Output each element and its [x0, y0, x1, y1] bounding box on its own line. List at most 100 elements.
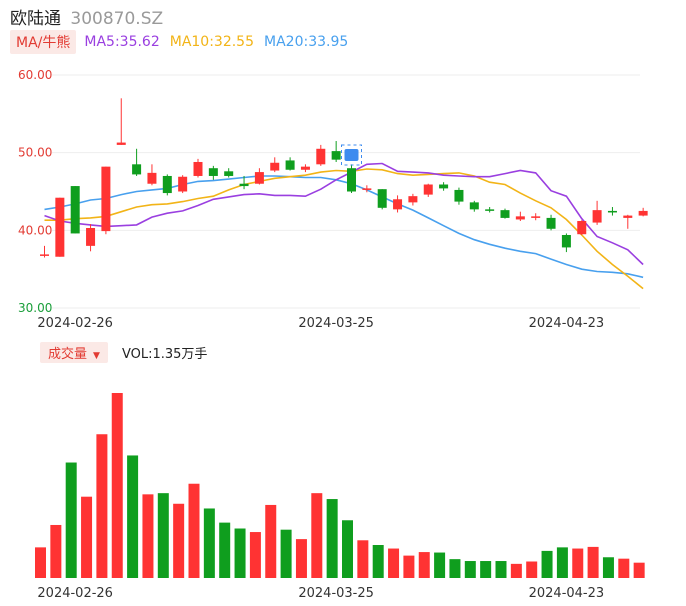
event-marker-frame: [341, 144, 362, 166]
candle-body: [546, 217, 556, 229]
volume-bar: [311, 493, 323, 578]
volume-bar: [602, 557, 614, 578]
candle-body: [178, 176, 188, 192]
candle-body: [623, 215, 633, 218]
x-tick-label: 2024-03-25: [298, 316, 374, 331]
ma10-line: [44, 168, 644, 290]
volume-bar: [249, 532, 261, 578]
volume-bar: [526, 561, 538, 578]
candle-body: [454, 189, 464, 202]
candle-body: [362, 188, 372, 190]
candle-body: [254, 172, 264, 184]
volume-bar: [556, 547, 568, 578]
candle-body: [208, 168, 218, 176]
candle-body: [500, 210, 510, 218]
candle-body: [101, 166, 111, 232]
candle-body: [270, 162, 280, 171]
volume-bar: [127, 455, 139, 578]
candle-body: [132, 164, 142, 175]
volume-bar: [219, 522, 231, 578]
candle-body: [193, 161, 203, 176]
x-tick-label: 2024-03-25: [298, 586, 374, 601]
volume-bar: [403, 555, 415, 578]
stock-code: 300870.SZ: [70, 9, 164, 29]
volume-bar: [111, 393, 123, 578]
candle-body: [408, 196, 418, 203]
volume-bar: [342, 520, 353, 578]
volume-bar: [495, 561, 507, 578]
candle-body: [485, 209, 495, 211]
volume-bar: [449, 559, 461, 578]
x-tick-label: 2024-02-26: [37, 316, 113, 331]
volume-bar: [464, 561, 476, 578]
candle-body: [162, 175, 172, 194]
stock-name: 欧陆通: [10, 9, 61, 29]
y-tick-label: 30.00: [18, 301, 52, 315]
candle-body: [638, 210, 648, 216]
volume-bar: [35, 547, 46, 578]
candle-body: [393, 199, 403, 210]
y-tick-label: 40.00: [18, 223, 52, 237]
candle-body: [147, 172, 157, 184]
candle-body: [515, 216, 525, 220]
candle-body: [423, 184, 433, 195]
event-marker[interactable]: [341, 144, 362, 166]
volume-bar: [234, 528, 246, 578]
ma-indicator-selector[interactable]: MA/牛熊: [10, 30, 77, 54]
volume-bar: [157, 493, 169, 578]
volume-bar: [81, 496, 93, 578]
candle-body: [377, 189, 387, 208]
caret-down-icon: ▼: [93, 350, 100, 361]
x-tick-label: 2024-04-23: [529, 586, 605, 601]
x-tick-label: 2024-02-26: [37, 586, 113, 601]
candle-body: [285, 160, 295, 170]
candle-body: [224, 171, 234, 176]
stock-title: 欧陆通 300870.SZ: [10, 4, 163, 29]
volume-bar: [618, 558, 630, 578]
volume-bar: [434, 552, 446, 578]
candle-body: [531, 216, 541, 218]
candle-body: [40, 254, 49, 256]
candle-body: [70, 186, 80, 234]
volume-bar: [50, 524, 62, 578]
volume-date-axis: 2024-02-26 2024-03-25 2024-04-23: [37, 586, 604, 601]
candle-body: [561, 234, 571, 248]
y-tick-label: 50.00: [18, 146, 52, 160]
volume-bar: [295, 539, 307, 578]
volume-bar: [372, 545, 384, 578]
volume-bar: [572, 548, 584, 578]
volume-bar: [357, 540, 369, 578]
volume-bar: [388, 548, 400, 578]
volume-bar: [326, 499, 338, 578]
candle-body: [577, 221, 587, 235]
volume-bar: [633, 562, 645, 578]
ma20-readout: MA20:33.95: [264, 34, 349, 50]
volume-indicator-selector[interactable]: 成交量 ▼: [40, 341, 108, 363]
candle-body: [331, 151, 341, 160]
volume-bar: [96, 434, 108, 578]
y-tick-label: 60.00: [18, 68, 52, 82]
ma5-line: [44, 162, 644, 266]
volume-bar: [480, 561, 492, 578]
volume-legend: 成交量 ▼ VOL:1.35万手: [40, 341, 207, 363]
candle-body: [347, 168, 356, 192]
volume-bars: [35, 393, 645, 578]
volume-bar: [265, 504, 277, 578]
candle-body: [116, 142, 126, 145]
candle-body: [469, 202, 479, 210]
candle-body: [607, 210, 617, 213]
price-axis: 60.00 50.00 40.00 30.00: [18, 68, 52, 315]
price-date-axis: 2024-02-26 2024-03-25 2024-04-23: [37, 316, 604, 331]
x-tick-label: 2024-04-23: [529, 316, 605, 331]
candle-body: [300, 166, 310, 170]
volume-bar: [142, 494, 154, 578]
volume-bar: [173, 503, 185, 578]
volume-selector-label: 成交量: [48, 346, 88, 362]
volume-bar: [541, 550, 553, 578]
ma20-line: [44, 175, 644, 279]
ma-lines: [44, 162, 644, 290]
volume-bar: [587, 546, 599, 578]
event-marker-icon: [344, 149, 359, 161]
volume-bar: [510, 563, 522, 578]
